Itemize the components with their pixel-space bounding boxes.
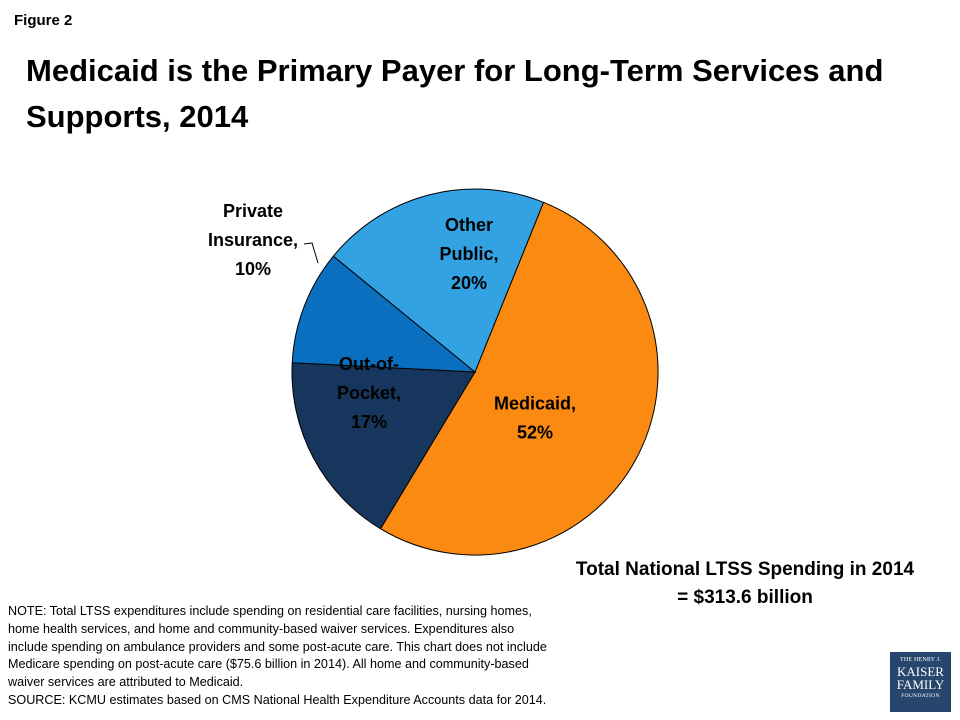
kff-logo: THE HENRY J. KAISER FAMILY FOUNDATION (890, 652, 951, 712)
note-line: Medicare spending on post-acute care ($7… (8, 657, 529, 672)
note-line: NOTE: Total LTSS expenditures include sp… (8, 604, 532, 618)
slice-label-line: Medicaid, (494, 394, 576, 414)
total-spending: Total National LTSS Spending in 2014 = $… (540, 556, 950, 612)
slice-out-of-pocket (291, 362, 476, 530)
slice-label-line: 52% (517, 423, 553, 443)
logo-line-2: KAISER (897, 664, 944, 679)
label-out-of-pocket: Out-of- Pocket, 17% (337, 354, 401, 432)
slice-label-line: Other (445, 215, 493, 235)
chart-title-line-1: Medicaid is the Primary Payer for Long-T… (26, 53, 884, 88)
slice-other-public (332, 188, 545, 373)
slice-label-line: 10% (235, 259, 271, 279)
logo-line-3: FAMILY (896, 677, 945, 692)
slice-label-line: Private (223, 201, 283, 221)
slice-private-insurance (291, 255, 477, 373)
label-medicaid: Medicaid, 52% (494, 394, 576, 443)
figure-label: Figure 2 (14, 12, 73, 29)
slice-label-line: Out-of- (339, 354, 399, 374)
chart-title: Medicaid is the Primary Payer for Long-T… (26, 48, 936, 140)
slice-medicaid (379, 201, 659, 556)
note-line: include spending on ambulance providers … (8, 639, 547, 654)
chart-notes: NOTE: Total LTSS expenditures include sp… (8, 603, 648, 710)
slice-label-line: Insurance, (208, 230, 298, 250)
chart-title-line-2: Supports, 2014 (26, 99, 249, 134)
slice-label-line: Pocket, (337, 383, 401, 403)
total-spending-line-2: = $313.6 billion (677, 587, 813, 608)
logo-line-1: THE HENRY J. (899, 657, 941, 663)
note-line: waiver services are attributed to Medica… (8, 675, 244, 690)
leader-line-private-insurance (303, 242, 319, 264)
label-private-insurance: Private Insurance, 10% (208, 201, 298, 279)
note-line: home health services, and home and commu… (8, 621, 515, 636)
source-line: SOURCE: KCMU estimates based on CMS Nati… (8, 692, 547, 707)
slice-label-line: Public, (439, 244, 498, 264)
logo-line-4: FOUNDATION (901, 693, 940, 699)
slice-label-line: 17% (351, 412, 387, 432)
total-spending-line-1: Total National LTSS Spending in 2014 (575, 559, 915, 580)
label-other-public: Other Public, 20% (439, 215, 498, 293)
slice-label-line: 20% (451, 273, 487, 293)
